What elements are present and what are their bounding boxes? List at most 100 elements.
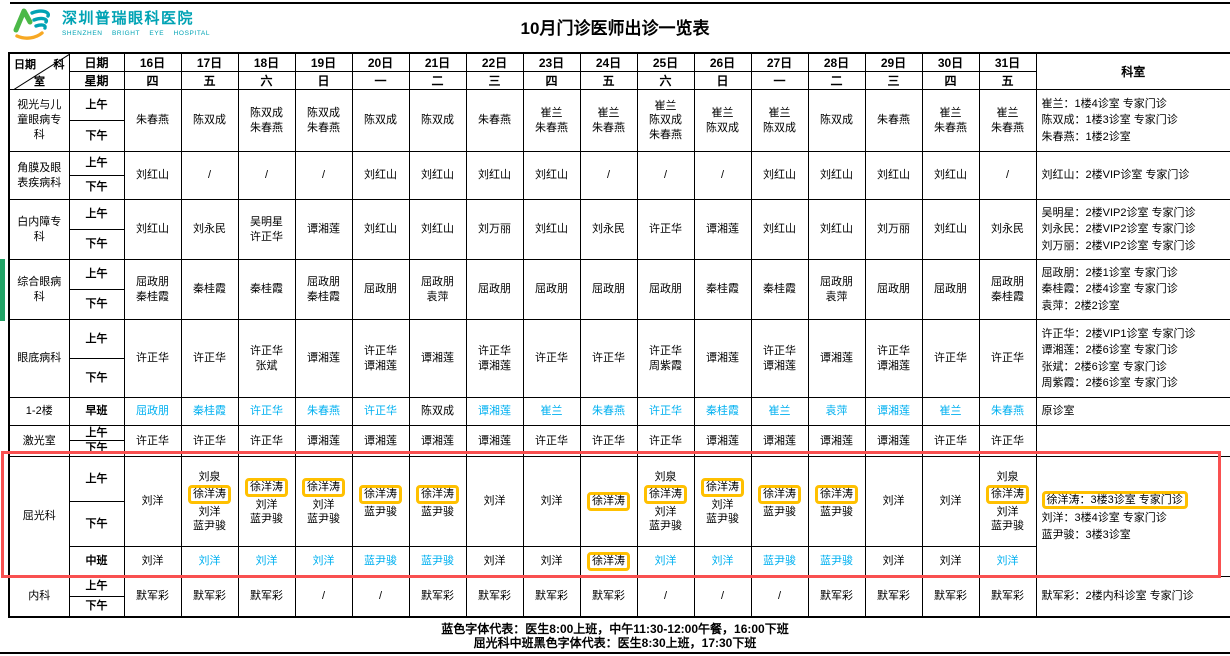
hospital-name-en: SHENZHEN BRIGHT EYE HOSPITAL (62, 29, 211, 37)
doctor-name: 刘洋 (711, 555, 734, 568)
schedule-cell: 徐洋涛 蓝尹骏 (408, 456, 467, 547)
weekday-header: 一 (750, 71, 809, 90)
schedule-cell: 许正华 (522, 425, 581, 457)
schedule-cell: / (636, 576, 695, 617)
schedule-cell: 默军彩 (123, 576, 182, 617)
schedule-cell: 陈双成 (807, 89, 866, 152)
doctor-name: 刘洋 (996, 505, 1019, 518)
doctor-name: / (777, 590, 782, 603)
schedule-cell: 谭湘莲 (465, 425, 524, 457)
schedule-cell: 刘红山 (522, 199, 581, 260)
doctor-name: 刘洋 (255, 555, 278, 568)
schedule-cell: 谭湘莲 (294, 319, 353, 398)
schedule-cell: 刘永民 (180, 199, 239, 260)
schedule-cell: 秦桂霞 (693, 259, 752, 320)
doctor-name: 朱春燕 (592, 405, 625, 418)
weekday-header: 二 (408, 71, 467, 90)
date-header: 20日 (351, 52, 410, 72)
doctor-name: 谭湘莲 (763, 434, 796, 447)
room-note: 刘红山：2楼VIP诊室 专家门诊 (1041, 169, 1190, 182)
schedule-cell: 崔兰 陈双成 (693, 89, 752, 152)
schedule-cell: 陈双成 (408, 89, 467, 152)
schedule-cell: 许正华 谭湘莲 (750, 319, 809, 398)
schedule-cell: 刘万丽 (465, 199, 524, 260)
legend-line-black: 屈光科中班黑色字体代表：医生8:30上班，17:30下班 (473, 636, 757, 650)
schedule-cell: 刘洋 (636, 546, 695, 577)
schedule-cell: 刘红山 (807, 199, 866, 260)
room-note: 许正华：2楼VIP1诊室 专家门诊 (1041, 327, 1196, 340)
schedule-cell: 吴明星 许正华 (237, 199, 296, 260)
doctor-name: 刘红山 (820, 223, 853, 236)
weekday-header: 四 (123, 71, 182, 90)
schedule-cell: 许正华 (180, 425, 239, 457)
schedule-cell: 谭湘莲 (408, 425, 467, 457)
doctor-name: 许正华 (649, 345, 682, 358)
date-header: 26日 (693, 52, 752, 72)
doctor-name: 默军彩 (991, 590, 1024, 603)
schedule-cell: 朱春燕 (579, 397, 638, 426)
doctor-name: 陈双成 (649, 114, 682, 127)
schedule-cell: 许正华 (636, 199, 695, 260)
schedule-cell: 谭湘莲 (807, 425, 866, 457)
doctor-name: 刘洋 (198, 505, 221, 518)
doctor-name: / (378, 590, 383, 603)
doctor-name: 刘洋 (141, 495, 164, 508)
schedule-cell: 屈政朋 袁萍 (807, 259, 866, 320)
doctor-name: 谭湘莲 (364, 434, 397, 447)
doctor-name: 许正华 (535, 352, 568, 365)
schedule-cell: 崔兰 (921, 397, 980, 426)
bottom-border-line (0, 652, 1230, 654)
doctor-name-highlighted: 徐洋涛 (758, 485, 801, 504)
doctor-name: 刘红山 (535, 169, 568, 182)
doctor-name-highlighted: 徐洋涛 (815, 485, 858, 504)
schedule-cell: 默军彩 (978, 576, 1037, 617)
note-cell: 屈政朋：2楼1诊室 专家门诊 秦桂霞：2楼4诊室 专家门诊 袁萍：2楼2诊室 (1035, 259, 1230, 320)
schedule-cell: 刘洋 (522, 456, 581, 547)
doctor-name: 陈双成 (421, 405, 454, 418)
weekday-header: 二 (807, 71, 866, 90)
doctor-name: 刘万丽 (478, 223, 511, 236)
doctor-name: 朱春燕 (535, 121, 568, 134)
doctor-name: 刘洋 (483, 495, 506, 508)
doctor-name: 刘洋 (540, 555, 563, 568)
schedule-cell: / (294, 576, 353, 617)
doctor-name: 刘泉 (654, 470, 677, 483)
weekday-header: 五 (180, 71, 239, 90)
schedule-cell: 默军彩 (180, 576, 239, 617)
schedule-cell: 蓝尹骏 (807, 546, 866, 577)
doctor-name: 屈政朋 (934, 283, 967, 296)
schedule-cell: 崔兰 (750, 397, 809, 426)
room-note: 原诊室 (1041, 405, 1075, 418)
schedule-cell: 屈政朋 秦桂霞 (978, 259, 1037, 320)
schedule-cell: / (294, 151, 353, 200)
doctor-name: 谭湘莲 (307, 434, 340, 447)
doctor-name: 许正华 (934, 352, 967, 365)
doctor-name: 刘红山 (136, 223, 169, 236)
schedule-cell: 谭湘莲 (864, 425, 923, 457)
schedule-cell: 陈双成 (180, 89, 239, 152)
doctor-name: 谭湘莲 (421, 352, 454, 365)
doctor-name: 秦桂霞 (193, 405, 226, 418)
schedule-cell: 徐洋涛 刘洋 蓝尹骏 (693, 456, 752, 547)
doctor-name: 屈政朋 (364, 283, 397, 296)
schedule-cell: 屈政朋 (864, 259, 923, 320)
doctor-name: 蓝尹骏 (193, 519, 226, 532)
doctor-name: 屈政朋 (820, 276, 853, 289)
doctor-name: 刘洋 (312, 498, 335, 511)
doctor-name: 谭湘莲 (421, 434, 454, 447)
doctor-name: 吴明星 (250, 216, 283, 229)
schedule-cell: 朱春燕 (978, 397, 1037, 426)
date-header: 23日 (522, 52, 581, 72)
legend-line-blue: 蓝色字体代表：医生8:00上班，中午11:30-12:00午餐，16:00下班 (441, 622, 789, 636)
schedule-cell: 许正华 谭湘莲 (465, 319, 524, 398)
schedule-cell: 刘红山 (864, 151, 923, 200)
doctor-name: / (321, 169, 326, 182)
doctor-name: 默军彩 (877, 590, 910, 603)
weekday-header: 日 (693, 71, 752, 90)
schedule-cell: 刘红山 (807, 151, 866, 200)
schedule-cell: 屈政朋 (579, 259, 638, 320)
time-label: 下午 (68, 596, 125, 617)
time-label: 上午 (68, 576, 125, 597)
doctor-name: 蓝尹骏 (706, 512, 739, 525)
dept-cell: 内科 (8, 576, 70, 617)
